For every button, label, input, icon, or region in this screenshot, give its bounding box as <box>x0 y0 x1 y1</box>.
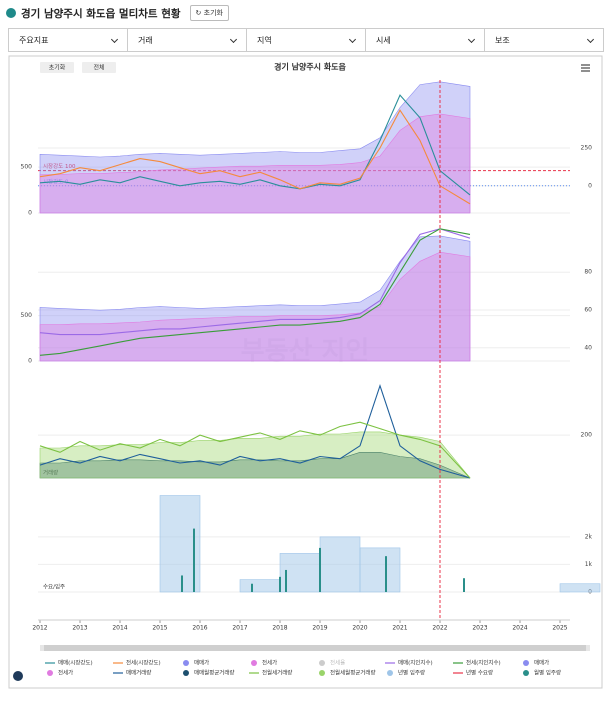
area <box>39 113 471 214</box>
menu-icon[interactable] <box>581 64 590 72</box>
y-tick-label: 250 <box>581 145 593 152</box>
x-tick-label: 2012 <box>32 625 47 632</box>
bar <box>181 575 183 592</box>
legend-label[interactable]: 매매월평균거래량 <box>194 669 234 677</box>
axis-label: 거래량 <box>43 469 58 477</box>
step-block <box>359 547 401 593</box>
legend-label[interactable]: 전월세월평균거래량 <box>330 669 376 677</box>
y-tick-label: 80 <box>584 269 592 276</box>
scrollbar-thumb[interactable] <box>44 645 586 651</box>
y-tick-label: 0 <box>28 358 32 365</box>
legend-swatch <box>523 660 529 666</box>
bar <box>251 583 253 592</box>
x-tick-label: 2020 <box>352 625 367 632</box>
x-tick-label: 2014 <box>112 625 127 632</box>
y-tick-label: 60 <box>584 307 592 314</box>
x-tick-label: 2022 <box>432 625 447 632</box>
line <box>39 383 471 479</box>
bar <box>385 556 387 592</box>
legend-label[interactable]: 매매가 <box>534 659 549 667</box>
legend-label[interactable]: 전세(지인지수) <box>466 659 501 667</box>
axis-label: 수요/입주 <box>43 583 65 591</box>
zoom-reset-button[interactable] <box>40 62 74 73</box>
y-tick-label: 1k <box>585 561 593 568</box>
legend-label[interactable]: 월별 입주량 <box>534 669 561 677</box>
legend-swatch <box>319 670 325 676</box>
y-tick-label: 500 <box>21 164 33 171</box>
header: 경기 남양주시 화도읍 멀티차트 현황 ↻ 초기화 <box>6 4 229 22</box>
legend-label[interactable]: 매매(시장강도) <box>58 659 93 667</box>
zoom-all-label: 전체 <box>93 64 104 72</box>
area <box>39 81 471 214</box>
x-tick-label: 2016 <box>192 625 207 632</box>
x-tick-label: 2023 <box>472 625 487 632</box>
area <box>39 452 471 479</box>
x-tick-label: 2015 <box>152 625 167 632</box>
bar <box>463 578 465 592</box>
step-block <box>319 536 361 593</box>
legend-label[interactable]: 년별 수요량 <box>466 669 493 677</box>
legend-swatch <box>387 670 393 676</box>
y-tick-label: 200 <box>581 432 593 439</box>
legend-label[interactable]: 전월세거래량 <box>262 669 292 677</box>
legend-swatch <box>47 670 53 676</box>
y-tick-label: 40 <box>584 344 592 351</box>
x-tick-label: 2024 <box>512 625 527 632</box>
bar <box>285 569 287 592</box>
legend-label[interactable]: 매매거래량 <box>126 669 151 677</box>
legend-swatch <box>183 660 189 666</box>
annotation-label: 시장강도 100 <box>43 163 76 170</box>
line <box>39 109 471 205</box>
y-tick-label: 0 <box>28 210 32 217</box>
area <box>39 251 471 362</box>
y-tick-label: 500 <box>21 312 33 319</box>
reset-label: 초기화 <box>203 9 223 17</box>
y-tick-label: 0 <box>588 182 592 189</box>
x-tick-label: 2017 <box>232 625 247 632</box>
legend-swatch <box>319 660 325 666</box>
x-tick-label: 2025 <box>552 625 567 632</box>
line <box>39 94 471 196</box>
bar <box>319 547 321 592</box>
x-tick-label: 2018 <box>272 625 287 632</box>
legend-label[interactable]: 전세가 <box>58 669 73 677</box>
chart-title: 경기 남양주시 화도읍 <box>274 62 346 72</box>
filter[interactable]: 보조 <box>485 29 603 51</box>
line <box>39 228 471 356</box>
step-block <box>559 583 601 593</box>
zoom-all-button[interactable] <box>82 62 116 73</box>
x-tick-label: 2019 <box>312 625 327 632</box>
chart-frame <box>8 55 603 689</box>
line <box>39 421 471 479</box>
bar <box>279 576 281 592</box>
logo <box>6 8 16 18</box>
x-tick-label: 2013 <box>72 625 87 632</box>
legend-label[interactable]: 매매(지인지수) <box>398 659 433 667</box>
legend-swatch <box>251 660 257 666</box>
line <box>39 228 471 336</box>
filter-bar: 주요지표 거래 지역 시세 보조 <box>8 28 604 52</box>
x-tick-label: 2021 <box>392 625 407 632</box>
reset-button[interactable]: ↻ 초기화 <box>189 5 229 21</box>
y-tick-label: 2k <box>585 533 593 540</box>
legend-label[interactable]: 년별 입주량 <box>398 669 425 677</box>
footer-logo <box>13 671 23 681</box>
bar <box>193 528 195 592</box>
legend-label[interactable]: 전세율 <box>330 659 345 667</box>
legend-swatch <box>183 670 189 676</box>
step-block <box>239 579 281 593</box>
legend-label[interactable]: 매매가 <box>194 659 209 667</box>
legend-label[interactable]: 전세가 <box>262 659 277 667</box>
zoom-reset-label: 초기화 <box>49 64 66 72</box>
page-title: 경기 남양주시 화도읍 멀티차트 현황 <box>21 7 181 20</box>
legend-label[interactable]: 전세(시장강도) <box>126 659 161 667</box>
area <box>39 431 471 479</box>
legend-swatch <box>523 670 529 676</box>
